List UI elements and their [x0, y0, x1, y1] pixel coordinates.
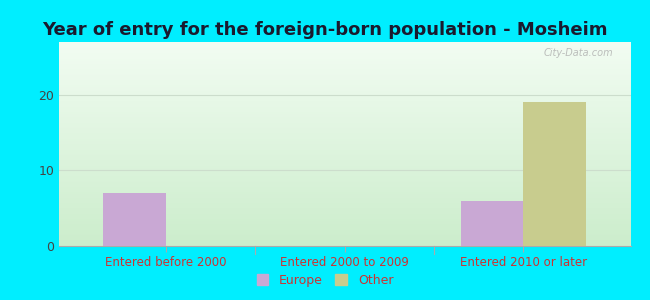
Bar [103, 193, 166, 246]
Bar [523, 102, 586, 246]
Text: City-Data.com: City-Data.com [543, 48, 614, 58]
Legend: Europe, Other: Europe, Other [253, 270, 397, 291]
Bar [461, 201, 523, 246]
Text: Year of entry for the foreign-born population - Mosheim: Year of entry for the foreign-born popul… [42, 21, 608, 39]
